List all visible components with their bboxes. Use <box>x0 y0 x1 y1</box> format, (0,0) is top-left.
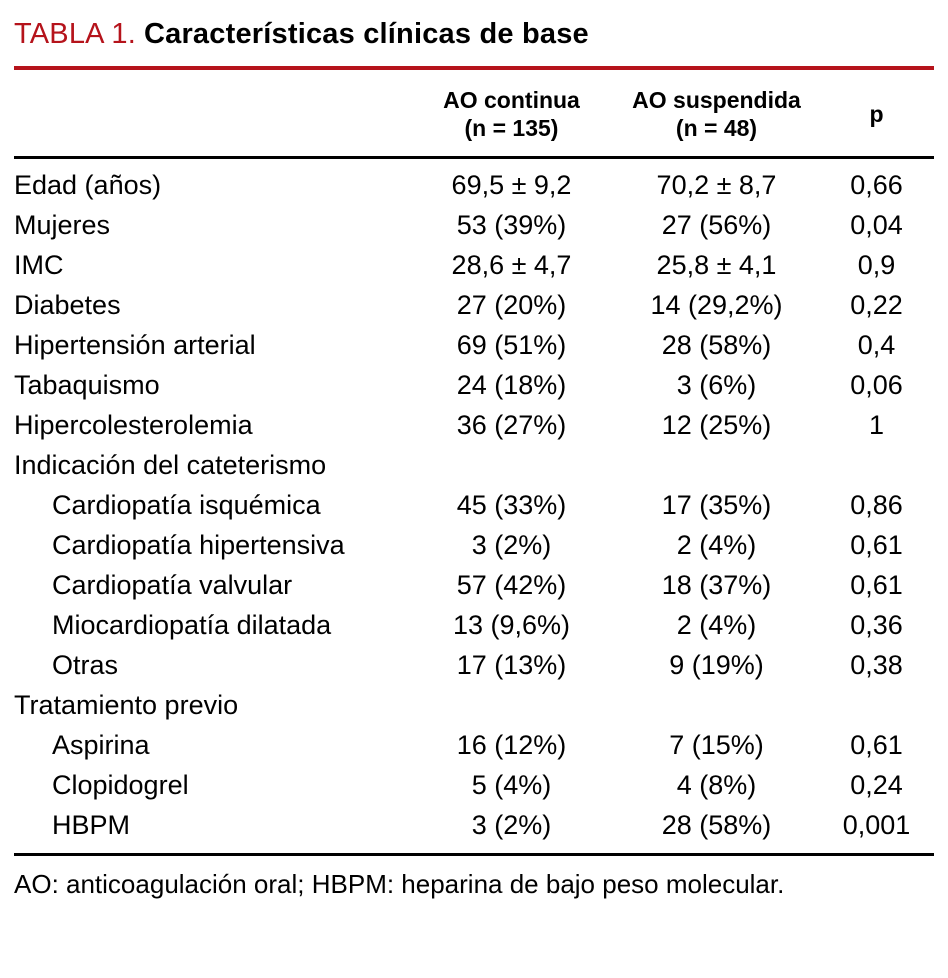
value-p: 0,001 <box>842 810 911 840</box>
row-label: Tratamiento previo <box>14 690 239 720</box>
value-p: 0,24 <box>850 770 903 800</box>
value-p: 0,22 <box>850 290 903 320</box>
value-p: 0,06 <box>850 370 903 400</box>
row-label: Tabaquismo <box>14 370 160 400</box>
value-ao-continua: 3 (2%) <box>471 530 552 560</box>
value-ao-suspendida: 12 (25%) <box>661 410 772 440</box>
table-row: Edad (años) 69,5 ± 9,2 70,2 ± 8,7 0,66 <box>14 165 934 205</box>
table-row: IMC 28,6 ± 4,7 25,8 ± 4,1 0,9 <box>14 245 934 285</box>
row-label: HBPM <box>52 810 131 840</box>
value-ao-suspendida: 17 (35%) <box>661 490 772 520</box>
column-header-ao-continua: AO continua (n = 135) <box>409 86 614 142</box>
table-row: Cardiopatía hipertensiva 3 (2%) 2 (4%) 0,61 <box>14 525 934 565</box>
table-figure: TABLA 1. Características clínicas de base… <box>14 14 934 899</box>
value-ao-continua: 45 (33%) <box>456 490 567 520</box>
column-header-ao-suspendida: AO suspendida (n = 48) <box>614 86 819 142</box>
row-label: Hipercolesterolemia <box>14 410 253 440</box>
table-row: Diabetes 27 (20%) 14 (29,2%) 0,22 <box>14 285 934 325</box>
value-ao-continua: 53 (39%) <box>456 210 567 240</box>
table-row: Cardiopatía valvular 57 (42%) 18 (37%) 0,61 <box>14 565 934 605</box>
table-body: Edad (años) 69,5 ± 9,2 70,2 ± 8,7 0,66 Mujer… <box>14 159 934 853</box>
table-row: HBPM 3 (2%) 28 (58%) 0,001 <box>14 805 934 845</box>
value-p: 0,86 <box>850 490 903 520</box>
row-label: Cardiopatía valvular <box>52 570 293 600</box>
title-divider <box>14 66 934 70</box>
value-ao-continua: 5 (4%) <box>471 770 552 800</box>
value-ao-continua: 3 (2%) <box>471 810 552 840</box>
value-ao-suspendida: 14 (29,2%) <box>650 290 783 320</box>
table-row: Clopidogrel 5 (4%) 4 (8%) 0,24 <box>14 765 934 805</box>
row-label: IMC <box>14 250 64 280</box>
value-ao-suspendida: 9 (19%) <box>669 650 764 680</box>
row-label: Edad (años) <box>14 170 162 200</box>
value-ao-suspendida: 28 (58%) <box>661 810 772 840</box>
column-header-line2: (n = 135) <box>464 115 559 141</box>
value-ao-continua: 28,6 ± 4,7 <box>451 250 572 280</box>
group-row: Indicación del cateterismo <box>14 445 934 485</box>
footer-divider <box>14 853 934 856</box>
table-row: Tabaquismo 24 (18%) 3 (6%) 0,06 <box>14 365 934 405</box>
value-p: 1 <box>868 410 885 440</box>
value-ao-suspendida: 70,2 ± 8,7 <box>656 170 777 200</box>
column-header-line1: AO continua <box>443 87 580 113</box>
column-header-line2: (n = 48) <box>675 115 758 141</box>
table-header: AO continua (n = 135) AO suspendida (n =… <box>14 70 934 156</box>
row-label: Diabetes <box>14 290 121 320</box>
row-label: Mujeres <box>14 210 111 240</box>
value-p: 0,04 <box>850 210 903 240</box>
column-header-p: p <box>869 101 884 127</box>
value-p: 0,4 <box>857 330 896 360</box>
value-ao-continua: 16 (12%) <box>456 730 567 760</box>
value-ao-continua: 69 (51%) <box>456 330 567 360</box>
value-ao-suspendida: 7 (15%) <box>669 730 764 760</box>
table-row: Mujeres 53 (39%) 27 (56%) 0,04 <box>14 205 934 245</box>
table-row: Otras 17 (13%) 9 (19%) 0,38 <box>14 645 934 685</box>
value-ao-suspendida: 3 (6%) <box>676 370 757 400</box>
table-title: TABLA 1. Características clínicas de base <box>14 14 934 54</box>
row-label: Hipertensión arterial <box>14 330 256 360</box>
value-p: 0,36 <box>850 610 903 640</box>
value-ao-suspendida: 2 (4%) <box>676 610 757 640</box>
header-divider <box>14 156 934 159</box>
value-ao-suspendida: 27 (56%) <box>661 210 772 240</box>
table-number: TABLA 1. <box>14 18 136 50</box>
table-row: Hipercolesterolemia 36 (27%) 12 (25%) 1 <box>14 405 934 445</box>
value-p: 0,61 <box>850 570 903 600</box>
row-label: Miocardiopatía dilatada <box>52 610 332 640</box>
value-ao-continua: 27 (20%) <box>456 290 567 320</box>
column-header-line1: AO suspendida <box>632 87 801 113</box>
value-ao-suspendida: 2 (4%) <box>676 530 757 560</box>
value-p: 0,66 <box>850 170 903 200</box>
row-label: Clopidogrel <box>52 770 189 800</box>
value-ao-continua: 13 (9,6%) <box>452 610 571 640</box>
table-title-text: Características clínicas de base <box>143 18 589 50</box>
footnote: AO: anticoagulación oral; HBPM: heparina… <box>14 869 785 899</box>
row-label: Indicación del cateterismo <box>14 450 327 480</box>
row-label: Cardiopatía hipertensiva <box>52 530 345 560</box>
value-p: 0,61 <box>850 730 903 760</box>
table-row: Hipertensión arterial 69 (51%) 28 (58%) 0,4 <box>14 325 934 365</box>
row-label: Aspirina <box>52 730 150 760</box>
table-row: Aspirina 16 (12%) 7 (15%) 0,61 <box>14 725 934 765</box>
value-ao-continua: 24 (18%) <box>456 370 567 400</box>
value-ao-continua: 69,5 ± 9,2 <box>451 170 572 200</box>
group-row: Tratamiento previo <box>14 685 934 725</box>
value-ao-continua: 57 (42%) <box>456 570 567 600</box>
value-ao-suspendida: 18 (37%) <box>661 570 772 600</box>
table-row: Miocardiopatía dilatada 13 (9,6%) 2 (4%) 0,… <box>14 605 934 645</box>
value-ao-continua: 17 (13%) <box>456 650 567 680</box>
value-p: 0,38 <box>850 650 903 680</box>
table-row: Cardiopatía isquémica 45 (33%) 17 (35%) 0,8… <box>14 485 934 525</box>
value-ao-suspendida: 25,8 ± 4,1 <box>656 250 777 280</box>
value-p: 0,9 <box>857 250 896 280</box>
row-label: Cardiopatía isquémica <box>52 490 321 520</box>
value-p: 0,61 <box>850 530 903 560</box>
value-ao-continua: 36 (27%) <box>456 410 567 440</box>
row-label: Otras <box>52 650 119 680</box>
value-ao-suspendida: 4 (8%) <box>676 770 757 800</box>
value-ao-suspendida: 28 (58%) <box>661 330 772 360</box>
